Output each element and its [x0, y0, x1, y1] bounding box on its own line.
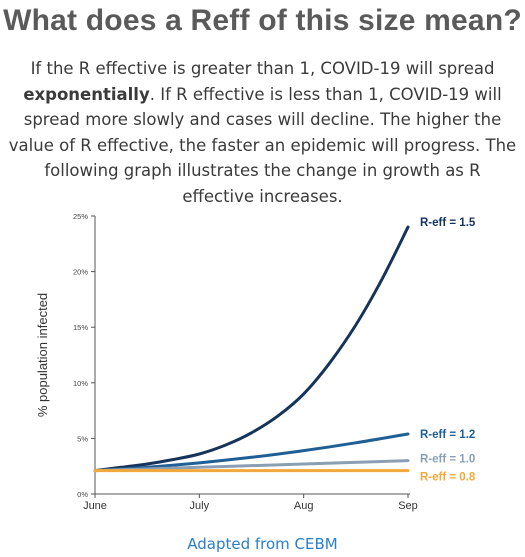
x-tick-label: July: [190, 500, 210, 512]
intro-paragraph: If the R effective is greater than 1, CO…: [8, 56, 517, 209]
series-label: R-eff = 1.5: [420, 217, 476, 229]
intro-text-part1: If the R effective is greater than 1, CO…: [30, 59, 495, 78]
x-tick-label: Aug: [294, 500, 314, 512]
series-line: [93, 432, 410, 473]
intro-text-part2: . If R effective is less than 1, COVID-1…: [8, 84, 517, 206]
series-label: R-eff = 0.8: [420, 472, 476, 484]
y-tick-label: 20%: [73, 268, 88, 277]
x-tick-label: Sep: [398, 500, 418, 512]
intro-text-bold: exponentially: [23, 84, 150, 104]
series-label: R-eff = 1.2: [420, 429, 475, 441]
y-tick-label: 15%: [73, 323, 88, 332]
x-tick-label: June: [83, 500, 107, 512]
y-tick-label: 5%: [77, 434, 88, 443]
y-tick-label: 0%: [77, 490, 88, 499]
series-line: [93, 225, 410, 473]
reff-growth-chart: 0% 5% 10% 15% 20% 25% June July Aug Sep % populati…: [35, 212, 476, 512]
source-link[interactable]: Adapted from CEBM: [187, 535, 338, 553]
series-label: R-eff = 1.0: [420, 454, 475, 466]
y-tick-label: 25%: [73, 212, 88, 221]
y-tick-label: 10%: [73, 379, 88, 388]
page-title: What does a Reff of this size mean?: [3, 4, 522, 37]
y-axis-title: % population infected: [35, 293, 50, 417]
